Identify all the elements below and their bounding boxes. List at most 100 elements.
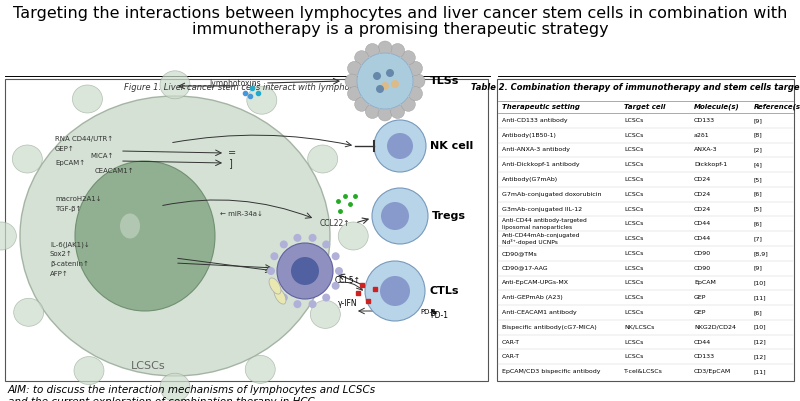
Text: G7mAb-conjugated doxorubicin: G7mAb-conjugated doxorubicin [502, 192, 602, 197]
Circle shape [409, 87, 422, 101]
Text: Therapeutic setting: Therapeutic setting [502, 104, 580, 110]
Text: MICA↑: MICA↑ [90, 153, 114, 159]
Text: [8,9]: [8,9] [754, 251, 769, 256]
Text: β-catenin↑: β-catenin↑ [50, 261, 89, 267]
Text: Dickkopf-1: Dickkopf-1 [694, 162, 727, 167]
Text: CD44: CD44 [694, 221, 711, 226]
Circle shape [402, 97, 415, 111]
Text: EpCAM: EpCAM [694, 280, 716, 286]
Text: Anti-ANXA-3 antibody: Anti-ANXA-3 antibody [502, 148, 570, 152]
Text: AFP↑: AFP↑ [50, 271, 69, 277]
Text: CD90@17-AAG: CD90@17-AAG [502, 266, 549, 271]
Circle shape [294, 234, 302, 242]
Text: [12]: [12] [754, 354, 766, 359]
Circle shape [270, 252, 278, 260]
Ellipse shape [160, 373, 190, 401]
Text: Targeting the interactions between lymphocytes and liver cancer stem cells in co: Targeting the interactions between lymph… [13, 6, 787, 21]
Text: Anti-Dickkopf-1 antibody: Anti-Dickkopf-1 antibody [502, 162, 580, 167]
Circle shape [332, 252, 340, 260]
Circle shape [335, 267, 343, 275]
Text: Nd³⁺-doped UCNPs: Nd³⁺-doped UCNPs [502, 239, 558, 245]
Circle shape [309, 234, 317, 242]
Circle shape [380, 276, 410, 306]
Text: LCSCs: LCSCs [624, 251, 643, 256]
Text: LCSCs: LCSCs [130, 361, 166, 371]
Text: LCSCs: LCSCs [624, 354, 643, 359]
Circle shape [386, 69, 394, 77]
Text: [9]: [9] [754, 266, 763, 271]
Text: ANXA-3: ANXA-3 [694, 148, 718, 152]
Text: GEP: GEP [694, 310, 706, 315]
Ellipse shape [274, 288, 286, 304]
Text: CD133: CD133 [694, 118, 715, 123]
Circle shape [402, 51, 415, 65]
Text: Bispecific antibody(cG7-MICA): Bispecific antibody(cG7-MICA) [502, 325, 597, 330]
Text: TLSs: TLSs [430, 76, 459, 86]
Text: CCL5↑: CCL5↑ [335, 276, 361, 285]
Ellipse shape [20, 96, 330, 376]
Text: CEACAM1↑: CEACAM1↑ [95, 168, 134, 174]
Circle shape [373, 72, 381, 80]
Circle shape [390, 44, 405, 57]
Ellipse shape [308, 145, 338, 173]
Text: liposomal nanoparticles: liposomal nanoparticles [502, 225, 572, 230]
Text: [6]: [6] [754, 221, 762, 226]
Text: Anti-CEACAM1 antibody: Anti-CEACAM1 antibody [502, 310, 577, 315]
Text: [7]: [7] [754, 236, 763, 241]
Circle shape [378, 107, 392, 121]
Text: NK/LCSCs: NK/LCSCs [624, 325, 654, 330]
Circle shape [381, 82, 389, 90]
Circle shape [277, 243, 333, 299]
Circle shape [354, 97, 369, 111]
Ellipse shape [14, 298, 44, 326]
Text: Antibody(G7mAb): Antibody(G7mAb) [502, 177, 558, 182]
Text: CD24: CD24 [694, 192, 711, 197]
Text: CD44: CD44 [694, 340, 711, 344]
Ellipse shape [0, 222, 16, 250]
Circle shape [372, 188, 428, 244]
Text: LCSCs: LCSCs [624, 133, 643, 138]
Text: Anti-CD133 antibody: Anti-CD133 antibody [502, 118, 568, 123]
Text: CTLs: CTLs [430, 286, 459, 296]
Text: CD133: CD133 [694, 354, 715, 359]
Text: Molecule(s): Molecule(s) [694, 104, 740, 110]
Text: Target cell: Target cell [624, 104, 666, 110]
Text: [12]: [12] [754, 340, 766, 344]
Text: [2]: [2] [754, 148, 763, 152]
Circle shape [354, 51, 369, 65]
Text: LCSCs: LCSCs [624, 266, 643, 271]
Circle shape [280, 294, 288, 302]
Text: Reference(s): Reference(s) [754, 104, 800, 110]
Circle shape [390, 105, 405, 118]
Ellipse shape [269, 278, 281, 294]
Circle shape [378, 41, 392, 55]
Text: CD24: CD24 [694, 177, 711, 182]
Ellipse shape [73, 85, 102, 113]
Text: [11]: [11] [754, 369, 766, 374]
Text: Anti-GEPmAb (A23): Anti-GEPmAb (A23) [502, 295, 562, 300]
Text: EpCAM↑: EpCAM↑ [55, 160, 85, 166]
Text: CD3/EpCAM: CD3/EpCAM [694, 369, 731, 374]
Text: LCSCs: LCSCs [624, 280, 643, 286]
Text: LCSCs: LCSCs [624, 340, 643, 344]
FancyBboxPatch shape [497, 79, 794, 381]
Text: immunotherapy is a promising therapeutic strategy: immunotherapy is a promising therapeutic… [192, 22, 608, 37]
Text: LCSCs: LCSCs [624, 177, 643, 182]
Ellipse shape [338, 222, 368, 250]
Text: [10]: [10] [754, 280, 766, 286]
Circle shape [381, 202, 409, 230]
Text: Tregs: Tregs [432, 211, 466, 221]
Text: CD90: CD90 [694, 266, 711, 271]
Circle shape [322, 241, 330, 248]
Circle shape [387, 133, 413, 159]
Circle shape [411, 74, 425, 88]
Text: LCSCs: LCSCs [624, 236, 643, 241]
Text: NKG2D/CD24: NKG2D/CD24 [694, 325, 736, 330]
Text: [11]: [11] [754, 295, 766, 300]
Circle shape [309, 300, 317, 308]
Circle shape [322, 294, 330, 302]
Text: ← miR-34a↓: ← miR-34a↓ [220, 211, 263, 217]
Circle shape [347, 61, 362, 75]
Text: CCL22↑: CCL22↑ [320, 219, 350, 228]
Text: [5]: [5] [754, 207, 762, 212]
